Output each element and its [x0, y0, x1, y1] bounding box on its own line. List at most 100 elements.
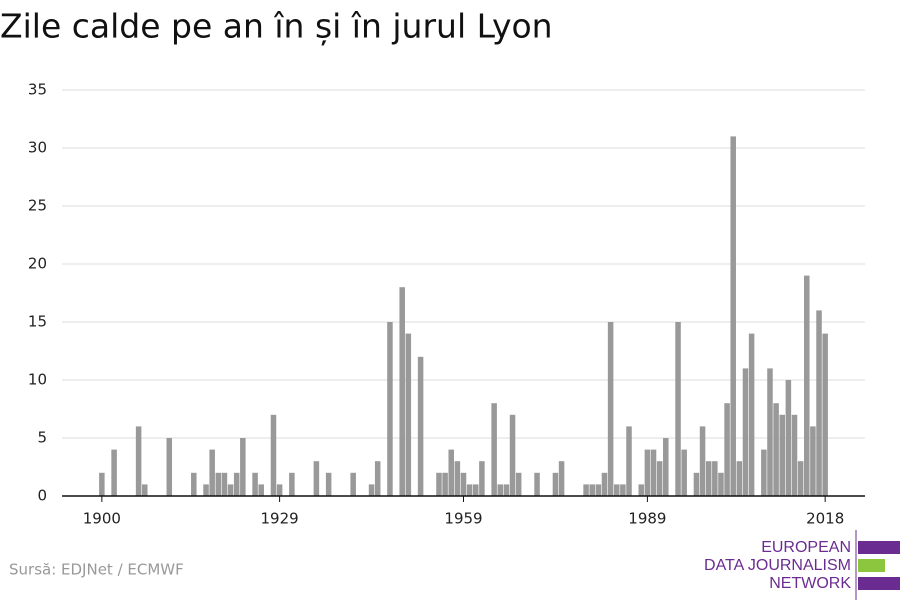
bar: [656, 461, 663, 496]
bar: [650, 449, 657, 496]
bar: [558, 461, 565, 496]
bar: [191, 472, 197, 496]
y-tick-label: 20: [28, 255, 47, 273]
bar: [583, 484, 589, 496]
bar: [515, 472, 522, 496]
bar: [822, 333, 828, 496]
bar: [607, 322, 614, 496]
logo-bar: [858, 541, 900, 554]
bar: [736, 461, 743, 496]
bar: [761, 449, 767, 496]
bar: [111, 449, 117, 496]
bar: [325, 472, 332, 496]
bar: [417, 356, 424, 496]
bar: [276, 484, 283, 496]
bar: [436, 472, 442, 496]
bar: [405, 333, 412, 496]
bar: [638, 484, 645, 496]
logo-bar: [858, 577, 900, 590]
bar: [252, 472, 258, 496]
bar: [479, 461, 485, 496]
bar: [374, 461, 381, 496]
bar: [724, 403, 730, 496]
bar: [141, 484, 148, 496]
bar: [712, 461, 718, 496]
bar: [473, 484, 479, 496]
bar: [779, 414, 786, 496]
bar: [215, 472, 222, 496]
bar: [503, 484, 510, 496]
bar: [135, 426, 142, 496]
bar: [613, 484, 620, 496]
bar: [289, 472, 295, 496]
x-tick-label: 1900: [83, 510, 121, 528]
y-tick-label: 25: [28, 197, 47, 215]
logo-bar: [858, 559, 885, 572]
y-tick-label: 5: [37, 429, 47, 447]
bar: [442, 472, 448, 496]
bar: [626, 426, 632, 496]
chart-title: Zile calde pe an în și în jurul Lyon: [0, 7, 553, 46]
x-tick-label: 1929: [261, 510, 299, 528]
bar: [534, 472, 540, 496]
bar: [791, 414, 798, 496]
bar: [742, 368, 749, 496]
x-tick-label: 2018: [806, 510, 844, 528]
bar: [221, 472, 228, 496]
logo-text: NETWORK: [769, 575, 851, 592]
bar: [773, 403, 779, 496]
bar: [399, 287, 405, 496]
bar: [620, 484, 626, 496]
bar: [387, 322, 393, 496]
bar: [663, 438, 669, 496]
bar: [810, 426, 816, 496]
bar: [797, 461, 804, 496]
bar: [466, 484, 473, 496]
bar: [491, 403, 497, 496]
bar: [730, 136, 736, 496]
bar: [693, 472, 700, 496]
bar: [816, 310, 822, 496]
bar: [785, 380, 792, 496]
bar: [258, 484, 264, 496]
bar: [601, 472, 608, 496]
bar: [699, 426, 706, 496]
source: Sursă: EDJNet / ECMWF: [9, 561, 184, 579]
bar: [209, 449, 215, 496]
logo-text: DATA JOURNALISM: [704, 557, 851, 574]
bar: [240, 438, 246, 496]
bar: [460, 472, 467, 496]
bar: [748, 333, 755, 496]
bar: [313, 461, 320, 496]
logo-text: EUROPEAN: [761, 539, 851, 556]
bar: [509, 414, 516, 496]
bar: [589, 484, 595, 496]
x-tick-label: 1989: [628, 510, 666, 528]
bar: [552, 472, 559, 496]
y-tick-label: 10: [28, 371, 47, 389]
bar: [166, 438, 173, 496]
y-tick-label: 15: [28, 313, 47, 331]
bar: [448, 449, 454, 496]
x-tick-label: 1959: [444, 510, 482, 528]
bar: [681, 449, 687, 496]
bar: [644, 449, 651, 496]
bar: [454, 461, 461, 496]
bar: [227, 484, 234, 496]
bar: [718, 472, 724, 496]
bar: [99, 472, 105, 496]
bar: [675, 322, 681, 496]
bar: [270, 414, 277, 496]
bar: [804, 275, 810, 496]
y-tick-label: 30: [28, 139, 47, 157]
bar: [233, 472, 240, 496]
y-tick-label: 35: [28, 81, 47, 99]
y-tick-label: 0: [37, 487, 47, 505]
bar: [595, 484, 602, 496]
bar: [497, 484, 504, 496]
bar: [368, 484, 375, 496]
bar: [767, 368, 773, 496]
bar: [203, 484, 209, 496]
bar: [350, 472, 356, 496]
